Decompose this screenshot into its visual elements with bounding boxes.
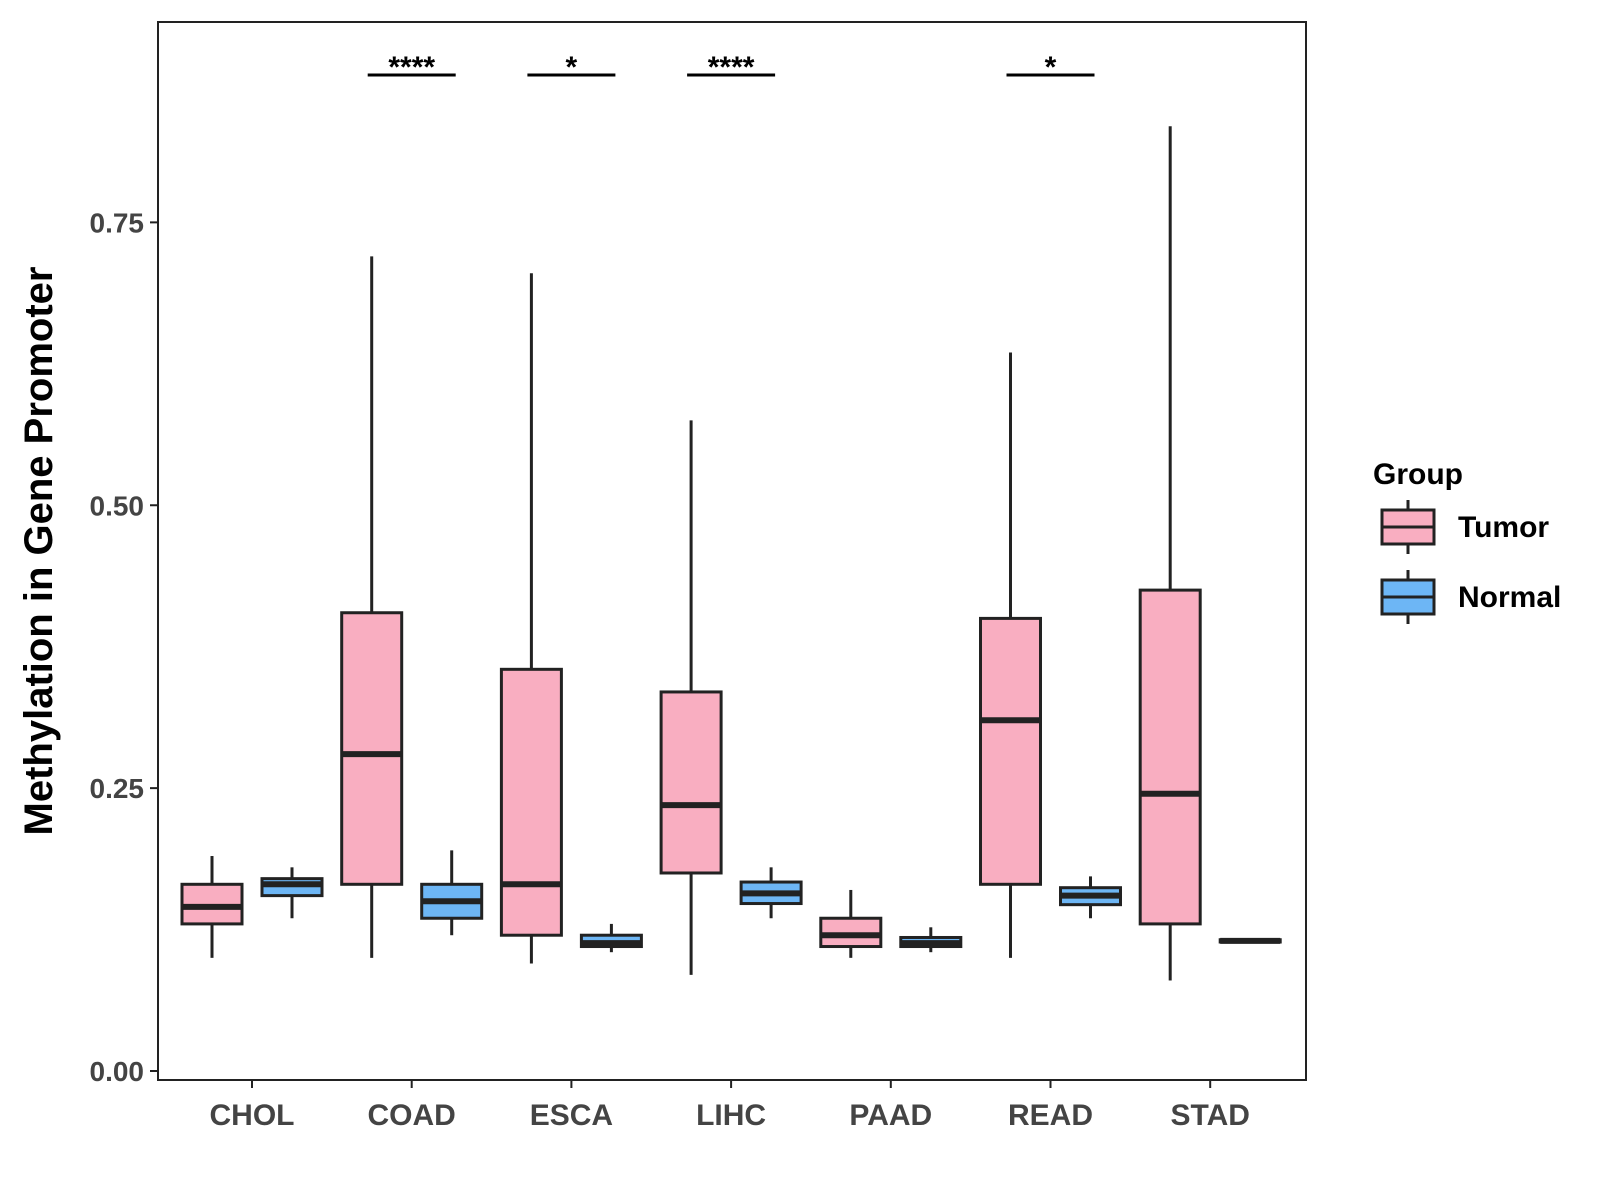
significance-annotations: **** * **** * (367, 51, 1095, 84)
x-tick-label: ESCA (530, 1099, 613, 1132)
legend-item-normal: Normal (1380, 570, 1561, 624)
x-tick-label: LIHC (696, 1099, 766, 1132)
box-tumor-stad (1138, 126, 1202, 981)
significance-label: * (1045, 51, 1057, 84)
y-axis-title: Methylation in Gene Promoter (17, 267, 61, 836)
x-tick-label: COAD (368, 1099, 456, 1132)
box-tumor-chol (180, 856, 244, 958)
x-axis: CHOL COAD ESCA LIHC PAAD READ STAD (210, 1080, 1250, 1132)
box-normal-paad (899, 927, 963, 953)
y-tick-label: 0.75 (90, 207, 145, 238)
box-body (659, 690, 723, 875)
legend-item-tumor: Tumor (1380, 500, 1549, 554)
box-tumor-paad (819, 889, 883, 958)
box-normal-read (1059, 876, 1122, 919)
box-tumor-esca (499, 273, 563, 964)
box-normal-esca (579, 923, 643, 953)
box-normal-chol (260, 867, 324, 919)
box-tumor-lihc (659, 420, 723, 975)
box-series (180, 126, 1282, 981)
box-tumor-coad (340, 256, 404, 958)
box-normal-stad (1218, 937, 1282, 944)
y-tick-label: 0.25 (90, 773, 145, 804)
x-tick-label: CHOL (210, 1099, 295, 1132)
box-normal-lihc (739, 867, 803, 919)
box-normal-coad (420, 850, 484, 936)
box-body (340, 611, 404, 886)
legend: Group Tumor Normal (1373, 458, 1561, 624)
significance-label: **** (388, 51, 435, 84)
significance-label: **** (708, 51, 755, 84)
significance-label: * (566, 51, 578, 84)
x-tick-label: PAAD (849, 1099, 932, 1132)
plot-panel (157, 21, 1307, 1081)
legend-label: Tumor (1458, 511, 1549, 544)
box-body (979, 616, 1042, 886)
x-tick-label: READ (1008, 1099, 1093, 1132)
x-tick-label: STAD (1170, 1099, 1249, 1132)
y-tick-label: 0.00 (90, 1056, 145, 1087)
legend-label: Normal (1458, 581, 1561, 614)
y-tick-label: 0.50 (90, 490, 145, 521)
y-axis: 0.00 0.25 0.50 0.75 (90, 207, 158, 1087)
box-body (1138, 588, 1202, 926)
box-body (499, 667, 563, 937)
box-tumor-read (979, 352, 1042, 958)
legend-title: Group (1373, 458, 1463, 491)
